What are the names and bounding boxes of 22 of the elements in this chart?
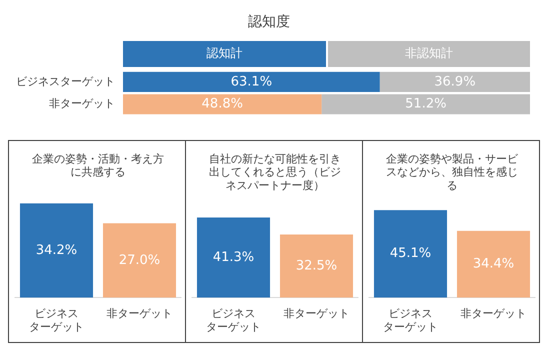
data-label: 27.0% (118, 252, 160, 268)
chart-title: 認知度 (248, 14, 290, 30)
x-tick-label: 非ターゲット (106, 307, 172, 320)
data-label: 32.5% (296, 258, 338, 274)
x-tick-label: ビジネスターゲット (383, 307, 438, 334)
data-label: 34.2% (36, 242, 78, 258)
data-label: 48.8% (202, 96, 243, 112)
data-label: 41.3% (212, 250, 254, 265)
data-label: 45.1% (390, 246, 432, 262)
chart-title: 企業の姿勢・活動・考え方に共感する (32, 152, 164, 179)
data-label: 36.9% (434, 74, 476, 90)
x-tick-label: 非ターゲット (284, 307, 350, 320)
data-label: 34.4% (472, 256, 514, 272)
chart-title: 自社の新たな可能性を引き出してくれると思う（ビジネスパートナー度） (209, 152, 341, 192)
x-tick-label: 非ターゲット (460, 307, 526, 320)
data-label: 63.1% (230, 74, 272, 90)
chart-title: 企業の姿勢や製品・サービスなどから、独自性を感じる (386, 152, 519, 192)
x-tick-label: ビジネスターゲット (206, 307, 261, 334)
data-label: 51.2% (405, 96, 446, 112)
series-label: 非認知計 (328, 40, 530, 67)
series-label: 認知計 (123, 40, 326, 67)
x-tick-label: ビジネスターゲット (29, 307, 84, 334)
